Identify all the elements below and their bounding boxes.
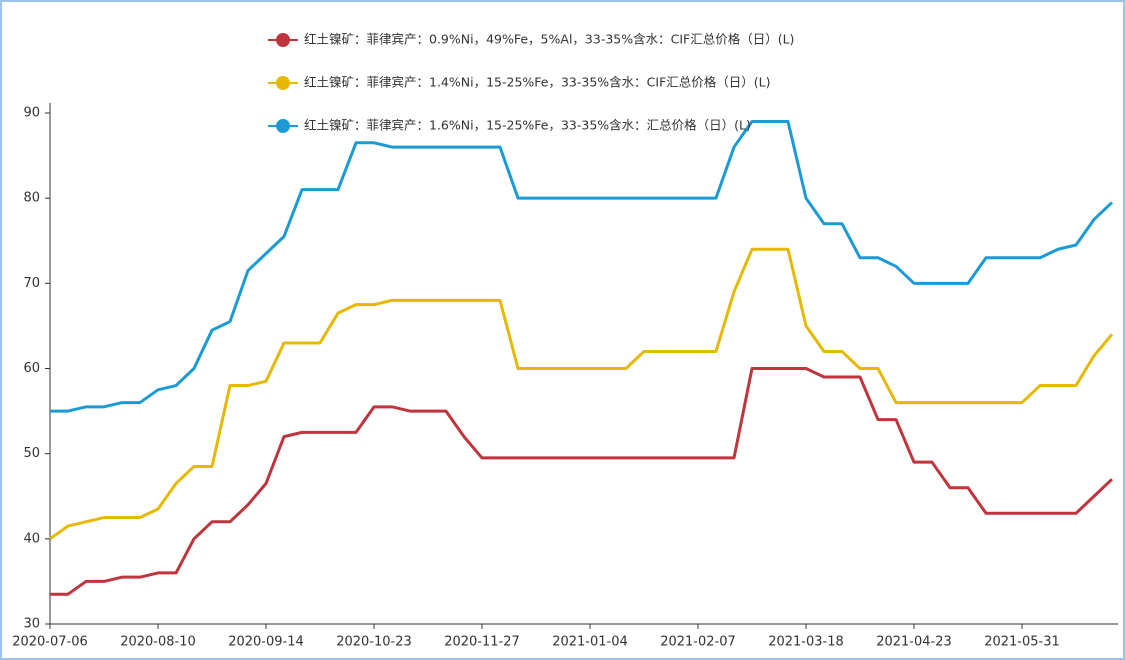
legend-label: 红土镍矿：菲律宾产：0.9%Ni，49%Fe，5%Al，33-35%含水：CIF… [304, 32, 794, 47]
legend-marker [276, 119, 290, 133]
legend-label: 红土镍矿：菲律宾产：1.6%Ni，15-25%Fe，33-35%含水：汇总价格（… [304, 118, 751, 133]
x-tick-label: 2020-08-10 [120, 635, 196, 650]
y-tick-label: 70 [23, 276, 40, 291]
x-tick-label: 2020-07-06 [12, 635, 88, 650]
legend-marker [276, 76, 290, 90]
y-tick-label: 40 [23, 531, 40, 546]
x-tick-label: 2021-04-23 [876, 635, 952, 650]
x-tick-label: 2020-10-23 [336, 635, 412, 650]
x-tick-label: 2021-02-07 [660, 635, 736, 650]
y-tick-label: 60 [23, 361, 40, 376]
legend-label: 红土镍矿：菲律宾产：1.4%Ni，15-25%Fe，33-35%含水：CIF汇总… [304, 75, 771, 90]
x-tick-label: 2021-01-04 [552, 635, 628, 650]
x-tick-label: 2020-09-14 [228, 635, 304, 650]
x-tick-label: 2021-05-31 [984, 635, 1060, 650]
x-tick-label: 2020-11-27 [444, 635, 520, 650]
y-tick-label: 90 [23, 106, 40, 121]
x-tick-label: 2021-03-18 [768, 635, 844, 650]
y-tick-label: 80 [23, 191, 40, 206]
series-line [50, 120, 1114, 413]
series-line [49, 247, 1114, 541]
series-line [50, 367, 1114, 596]
y-tick-label: 50 [23, 446, 40, 461]
y-tick-label: 30 [23, 617, 40, 632]
legend-marker [276, 33, 290, 47]
legend: 红土镍矿：菲律宾产：0.9%Ni，49%Fe，5%Al，33-35%含水：CIF… [268, 32, 794, 133]
